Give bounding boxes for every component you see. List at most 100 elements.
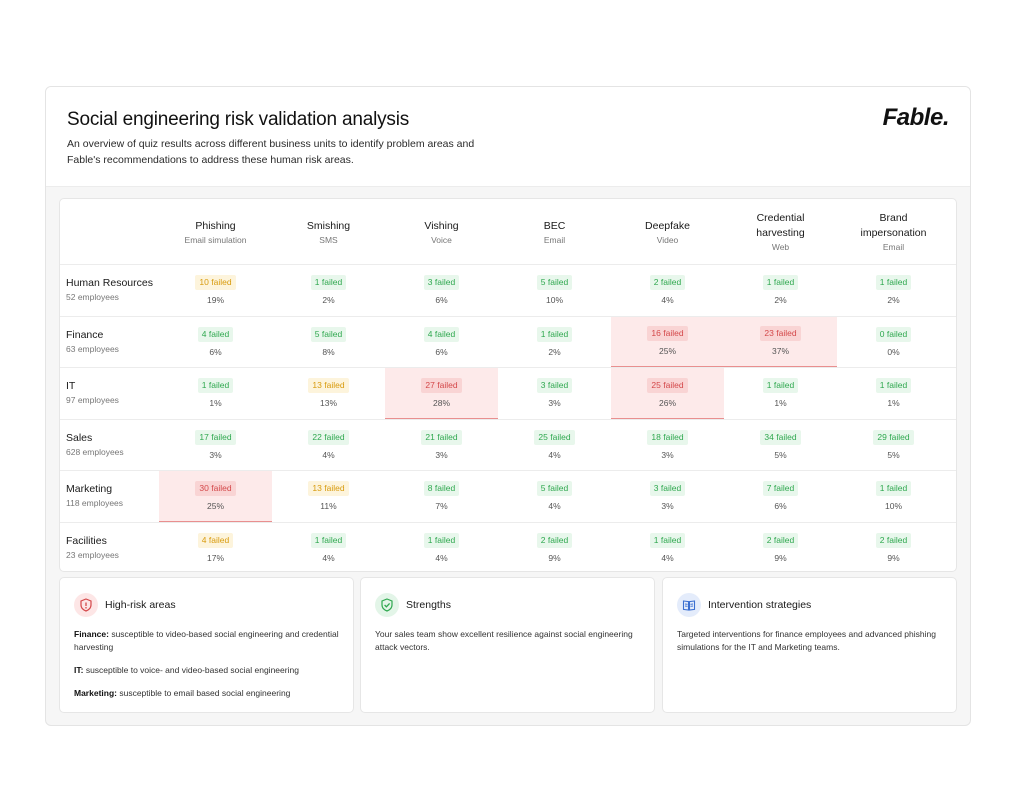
- failed-badge: 1 failed: [197, 378, 234, 394]
- table-cell: 10 failed 19%: [159, 265, 272, 316]
- table-cell: 1 failed 2%: [498, 317, 611, 368]
- table-cell: 17 failed 3%: [159, 420, 272, 471]
- high-risk-body: Finance: susceptible to video-based soci…: [74, 628, 339, 710]
- failure-rate: 10%: [545, 295, 563, 306]
- business-unit-name: Facilities: [66, 534, 107, 547]
- failure-rate: 10%: [884, 501, 902, 512]
- intervention-panel: Intervention strategies Targeted interve…: [662, 577, 957, 713]
- page-title: Social engineering risk validation analy…: [67, 109, 410, 130]
- table-cell: 3 failed 6%: [385, 265, 498, 316]
- failed-badge: 16 failed: [647, 326, 688, 342]
- failed-badge: 5 failed: [536, 275, 573, 291]
- high-risk-panel: High-risk areas Finance: susceptible to …: [59, 577, 354, 713]
- table-cell: 5 failed 8%: [272, 317, 385, 368]
- failed-badge: 21 failed: [421, 429, 462, 445]
- failure-rate: 17%: [206, 552, 224, 563]
- failure-rate: 37%: [771, 346, 789, 357]
- high-risk-label: IT:: [74, 665, 84, 675]
- failed-badge: 1 failed: [536, 326, 573, 342]
- failure-rate: 2%: [548, 346, 561, 357]
- column-name: Smishing: [306, 219, 351, 232]
- failed-badge: 3 failed: [649, 481, 686, 497]
- failure-rate: 3%: [435, 449, 448, 460]
- failure-rate: 1%: [209, 398, 222, 409]
- row-header: Finance 63 employees: [60, 316, 160, 367]
- table-cell: 2 failed 9%: [724, 523, 837, 572]
- failure-rate: 2%: [774, 295, 787, 306]
- failed-badge: 17 failed: [195, 429, 236, 445]
- failure-rate: 1%: [887, 398, 900, 409]
- table-cell: 1 failed 4%: [385, 523, 498, 572]
- column-header: Phishing Email simulation: [159, 199, 272, 264]
- failure-rate: 3%: [661, 449, 674, 460]
- failed-badge: 22 failed: [308, 429, 349, 445]
- failure-rate: 6%: [209, 346, 222, 357]
- column-name: Brand impersonation: [860, 212, 927, 239]
- failure-rate: 25%: [658, 346, 676, 357]
- failure-rate: 5%: [887, 449, 900, 460]
- table-cell: 1 failed 1%: [724, 368, 837, 419]
- failed-badge: 1 failed: [310, 532, 347, 548]
- failed-badge: 13 failed: [308, 378, 349, 394]
- high-risk-label: Marketing:: [74, 688, 117, 698]
- high-risk-title: High-risk areas: [105, 599, 176, 611]
- strengths-panel: Strengths Your sales team show excellent…: [360, 577, 655, 713]
- failed-badge: 1 failed: [423, 532, 460, 548]
- row-header: Marketing 118 employees: [60, 470, 160, 521]
- business-unit-name: Marketing: [66, 483, 113, 495]
- table-cell: 1 failed 2%: [272, 265, 385, 316]
- high-risk-item-it: IT: susceptible to voice- and video-base…: [74, 664, 339, 677]
- table-cell: 5 failed 4%: [498, 471, 611, 522]
- failed-badge: 1 failed: [762, 275, 799, 291]
- business-unit-name: IT: [66, 380, 76, 392]
- table-cell: 13 failed 13%: [272, 368, 385, 419]
- failed-badge: 1 failed: [875, 481, 912, 497]
- table-cell: 3 failed 3%: [611, 471, 724, 522]
- failed-badge: 2 failed: [762, 532, 799, 548]
- failure-rate: 1%: [774, 398, 787, 409]
- shield-alert-icon: [74, 593, 98, 617]
- column-name: Credential harvesting: [756, 212, 805, 239]
- column-header: Credential harvesting Web: [724, 199, 837, 264]
- failure-rate: 3%: [209, 449, 222, 460]
- table-cell: 7 failed 6%: [724, 471, 837, 522]
- table-cell: 4 failed 17%: [159, 523, 272, 572]
- failure-rate: 8%: [322, 346, 335, 357]
- table-cell: 0 failed 0%: [837, 317, 950, 368]
- table-cell: 27 failed 28%: [385, 368, 498, 419]
- failed-badge: 30 failed: [195, 480, 236, 496]
- table-cell: 4 failed 6%: [385, 317, 498, 368]
- table-cell: 1 failed 4%: [272, 523, 385, 572]
- employee-count: 23 employees: [66, 549, 119, 560]
- table-cell: 2 failed 9%: [837, 523, 950, 572]
- intervention-body: Targeted interventions for finance emplo…: [677, 629, 936, 652]
- table-cell: 1 failed 1%: [837, 368, 950, 419]
- failure-rate: 4%: [661, 295, 674, 306]
- column-subtitle: Email simulation: [184, 234, 247, 245]
- table-cell: 1 failed 1%: [159, 368, 272, 419]
- failed-badge: 1 failed: [762, 378, 799, 394]
- failure-rate: 4%: [661, 552, 674, 563]
- failed-badge: 4 failed: [197, 532, 234, 548]
- failure-rate: 6%: [435, 346, 448, 357]
- failure-rate: 9%: [548, 552, 561, 563]
- row-header: Facilities 23 employees: [60, 522, 160, 572]
- table-cell: 21 failed 3%: [385, 420, 498, 471]
- high-risk-item-finance: Finance: susceptible to video-based soci…: [74, 628, 339, 654]
- table-cell: 29 failed 5%: [837, 420, 950, 471]
- failure-rate: 9%: [774, 552, 787, 563]
- failed-badge: 2 failed: [875, 532, 912, 548]
- row-divider: [60, 367, 956, 368]
- report-card: Social engineering risk validation analy…: [45, 86, 971, 726]
- column-name: Vishing: [424, 219, 459, 232]
- column-subtitle: Email: [543, 234, 566, 245]
- failed-badge: 34 failed: [760, 429, 801, 445]
- row-header: Human Resources 52 employees: [60, 264, 160, 315]
- failed-badge: 4 failed: [197, 326, 234, 342]
- failure-rate: 2%: [322, 295, 335, 306]
- failed-badge: 3 failed: [536, 378, 573, 394]
- row-divider: [60, 470, 956, 471]
- high-risk-item-marketing: Marketing: susceptible to email based so…: [74, 687, 339, 700]
- failure-rate: 3%: [661, 501, 674, 512]
- results-grid: Phishing Email simulation Smishing SMS Vishi…: [60, 199, 956, 572]
